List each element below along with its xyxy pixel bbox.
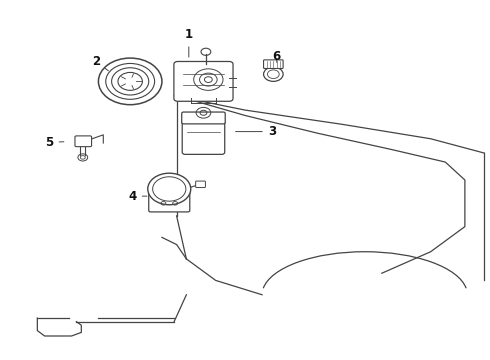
- Text: 6: 6: [272, 50, 281, 63]
- FancyBboxPatch shape: [182, 112, 225, 124]
- Text: 5: 5: [46, 136, 64, 149]
- Circle shape: [148, 173, 191, 205]
- Text: 1: 1: [185, 28, 193, 57]
- FancyBboxPatch shape: [174, 62, 233, 101]
- Text: 2: 2: [92, 55, 108, 71]
- FancyBboxPatch shape: [75, 136, 92, 147]
- FancyBboxPatch shape: [149, 188, 190, 212]
- Circle shape: [264, 67, 283, 81]
- FancyBboxPatch shape: [182, 116, 225, 154]
- FancyBboxPatch shape: [196, 181, 205, 188]
- Text: 4: 4: [128, 190, 147, 203]
- Text: 3: 3: [236, 125, 276, 138]
- FancyBboxPatch shape: [264, 60, 283, 68]
